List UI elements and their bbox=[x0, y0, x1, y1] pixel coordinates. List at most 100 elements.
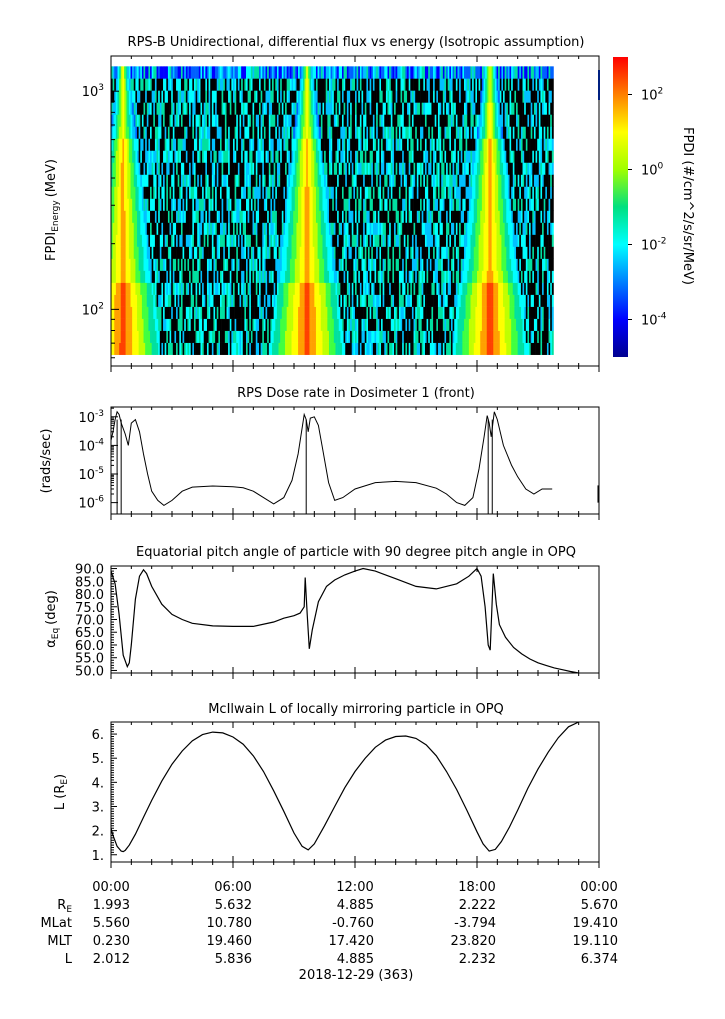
spectrogram-cell bbox=[454, 210, 457, 223]
spectrogram-cell bbox=[203, 246, 206, 259]
spectrogram-cell bbox=[159, 342, 162, 355]
spectrogram-cell bbox=[472, 138, 475, 151]
spectrogram-cell bbox=[184, 306, 187, 319]
spectrogram-cell bbox=[472, 222, 475, 235]
spectrogram-cell bbox=[197, 186, 200, 199]
spectrogram-cell bbox=[387, 222, 390, 235]
spectrogram-cell bbox=[444, 210, 447, 223]
spectrogram-cell bbox=[462, 150, 465, 163]
spectrogram-cell bbox=[346, 234, 349, 247]
spectrogram-cell bbox=[346, 150, 349, 163]
spectrogram-cell bbox=[161, 210, 164, 223]
spectrogram-cell bbox=[454, 174, 457, 187]
spectrogram-cell bbox=[501, 138, 504, 151]
spectrogram-cell bbox=[520, 222, 523, 235]
spectrogram-cell bbox=[527, 198, 530, 211]
spectrogram-cell bbox=[470, 270, 473, 283]
spectrogram-cell bbox=[135, 138, 138, 151]
spectrogram-cell bbox=[117, 162, 120, 175]
spectrogram-cell bbox=[480, 210, 483, 223]
spectrogram-cell bbox=[252, 234, 255, 247]
spectrogram-cell bbox=[231, 234, 234, 247]
spectrogram-cell bbox=[172, 294, 175, 307]
spectrogram-cell bbox=[512, 246, 515, 259]
spectrogram-cell bbox=[420, 174, 422, 187]
spectrogram-cell bbox=[202, 174, 205, 187]
spectrogram-cell bbox=[494, 198, 497, 211]
spectrogram-cell bbox=[167, 306, 170, 319]
spectrogram-cell bbox=[185, 126, 188, 139]
spectrogram-cell bbox=[480, 330, 483, 343]
spectrogram-cell bbox=[148, 270, 151, 283]
spectrogram-cell bbox=[398, 306, 401, 319]
spectrogram-cell bbox=[288, 210, 291, 223]
spectrogram-cell bbox=[488, 270, 491, 283]
spectrogram-cell bbox=[114, 150, 117, 163]
spectrogram-cell bbox=[332, 210, 335, 223]
spectrogram-cell bbox=[268, 270, 271, 283]
spectrogram-cell bbox=[263, 222, 266, 235]
spectrogram-cell bbox=[394, 246, 396, 259]
spectrogram-cell bbox=[467, 330, 470, 343]
spectrogram-cell bbox=[228, 210, 231, 223]
spectrogram-cell bbox=[473, 174, 476, 187]
spectrogram-cell bbox=[546, 138, 549, 151]
spectrogram-cell bbox=[176, 306, 178, 319]
spectrogram-cell bbox=[356, 150, 359, 163]
spectrogram-cell bbox=[219, 174, 222, 187]
spectrogram-cell bbox=[369, 294, 372, 307]
spectrogram-cell bbox=[211, 138, 214, 151]
spectrogram-cell bbox=[343, 342, 346, 355]
spectrogram-cell bbox=[231, 270, 234, 283]
spectrogram-cell bbox=[296, 162, 299, 175]
spectrogram-cell bbox=[459, 210, 462, 223]
spectrogram-cell bbox=[218, 306, 221, 319]
spectrogram-cell bbox=[338, 234, 341, 247]
spectrogram-cell bbox=[241, 150, 244, 163]
spectrogram-cell bbox=[115, 222, 118, 235]
spectrogram-cell bbox=[234, 270, 237, 283]
spectrogram-cell bbox=[150, 342, 152, 355]
spectrogram-cell bbox=[472, 258, 475, 271]
spectrogram-cell bbox=[262, 342, 265, 355]
spectrogram-cell bbox=[322, 234, 325, 247]
spectrogram-cell bbox=[511, 246, 514, 259]
spectrogram-cell bbox=[348, 306, 351, 319]
spectrogram-cell bbox=[146, 282, 149, 295]
spectrogram-cell bbox=[423, 186, 426, 199]
spectrogram-cell bbox=[403, 246, 406, 259]
spectrogram-cell bbox=[145, 162, 148, 175]
spectrogram-cell bbox=[364, 174, 367, 187]
spectrogram-cell bbox=[184, 246, 187, 259]
spectrogram-cell bbox=[494, 330, 497, 343]
spectrogram-cell bbox=[371, 342, 374, 355]
spectrogram-cell bbox=[441, 282, 444, 295]
spectrogram-cell bbox=[332, 342, 335, 355]
spectrogram-cell bbox=[424, 330, 427, 343]
spectrogram-cell bbox=[402, 270, 405, 283]
spectrogram-cell bbox=[211, 198, 214, 211]
spectrogram-cell bbox=[465, 342, 468, 355]
spectrogram-cell bbox=[468, 330, 471, 343]
spectrogram-cell bbox=[545, 342, 548, 355]
spectrogram-cell bbox=[429, 162, 432, 175]
spectrogram-cell bbox=[229, 150, 232, 163]
spectrogram-cell bbox=[311, 162, 314, 175]
spectrogram-cell bbox=[324, 198, 327, 211]
spectrogram-cell bbox=[415, 222, 418, 235]
spectrogram-cell bbox=[452, 318, 455, 331]
spectrogram-cell bbox=[324, 150, 327, 163]
spectrogram-cell bbox=[140, 330, 143, 343]
spectrogram-cell bbox=[520, 306, 523, 319]
spectrogram-cell bbox=[361, 198, 364, 211]
spectrogram-cell bbox=[330, 294, 333, 307]
spectrogram-cell bbox=[472, 174, 475, 187]
spectrogram-cell bbox=[335, 258, 338, 271]
spectrogram-cell bbox=[403, 174, 406, 187]
spectrogram-cell bbox=[540, 258, 543, 271]
spectrogram-cell bbox=[314, 318, 317, 331]
spectrogram-cell bbox=[151, 342, 154, 355]
spectrogram-cell bbox=[146, 198, 149, 211]
spectrogram-cell bbox=[324, 210, 327, 223]
spectrogram-cell bbox=[117, 126, 120, 139]
